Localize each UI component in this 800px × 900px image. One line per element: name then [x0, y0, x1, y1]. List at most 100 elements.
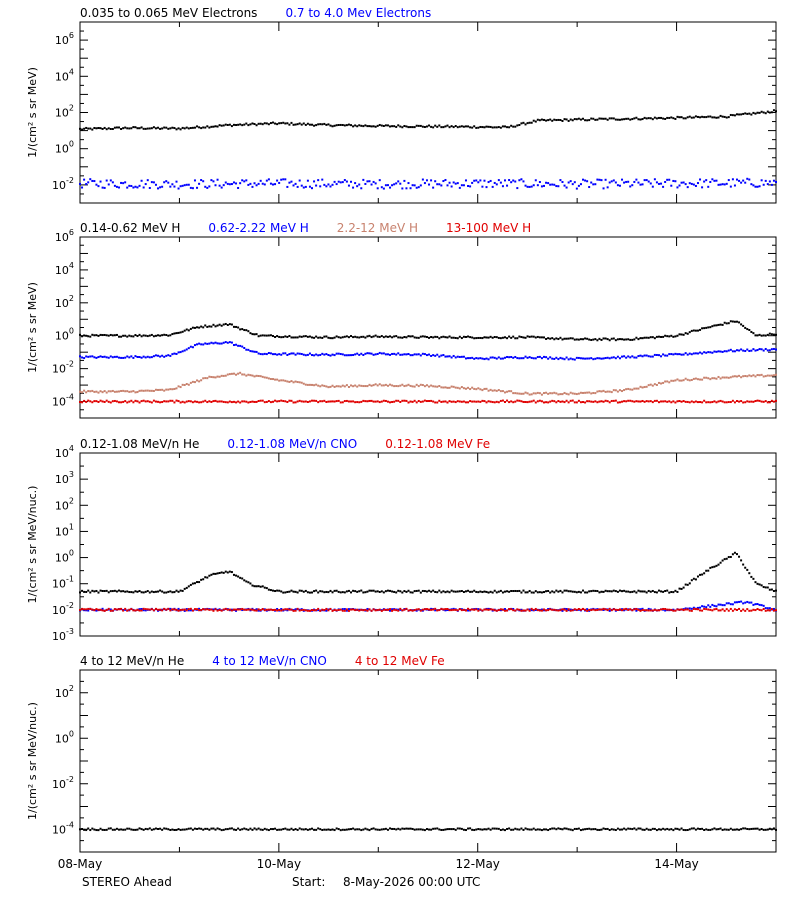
data-point: [610, 828, 613, 831]
data-point: [629, 388, 632, 391]
y-axis-label: 1/(cm² s sr MeV): [26, 282, 39, 373]
data-point: [522, 121, 525, 124]
data-point: [105, 179, 108, 182]
data-point: [660, 608, 663, 611]
data-point: [606, 400, 609, 403]
data-point: [425, 354, 428, 357]
data-point: [89, 607, 92, 610]
data-point: [118, 608, 121, 611]
data-point: [432, 354, 435, 357]
data-point: [508, 390, 511, 393]
data-point: [766, 609, 769, 612]
data-point: [536, 609, 539, 612]
data-point: [220, 324, 223, 327]
data-point: [267, 352, 270, 355]
data-point: [561, 338, 564, 341]
data-point: [179, 401, 182, 404]
data-point: [540, 118, 543, 121]
data-point: [368, 399, 371, 402]
data-point: [501, 399, 504, 402]
data-point: [770, 588, 773, 591]
data-point: [417, 399, 420, 402]
data-point: [249, 182, 252, 185]
data-point: [370, 827, 373, 830]
data-point: [657, 116, 660, 119]
data-point: [532, 591, 535, 594]
data-point: [754, 827, 757, 830]
data-point: [360, 352, 363, 355]
data-point: [512, 609, 515, 612]
data-point: [228, 570, 231, 573]
data-point: [501, 185, 504, 188]
data-point: [701, 401, 704, 404]
data-point: [113, 184, 116, 187]
data-point: [664, 609, 667, 612]
data-point: [271, 400, 274, 403]
data-point: [612, 589, 615, 592]
data-point: [99, 399, 102, 402]
data-point: [703, 572, 706, 575]
data-point: [637, 118, 640, 121]
data-point: [378, 383, 381, 386]
data-point: [479, 179, 482, 182]
data-point: [146, 335, 149, 338]
data-point: [770, 608, 773, 611]
data-point: [401, 126, 404, 129]
data-point: [107, 400, 110, 403]
data-point: [549, 183, 552, 186]
data-point: [436, 353, 439, 356]
data-point: [331, 828, 334, 831]
data-point: [321, 608, 324, 611]
data-point: [503, 608, 506, 611]
data-point: [85, 391, 88, 394]
data-point: [775, 399, 777, 402]
data-point: [372, 827, 375, 830]
data-point: [602, 608, 605, 611]
data-point: [592, 828, 595, 831]
data-point: [181, 400, 184, 403]
data-point: [399, 353, 402, 356]
data-point: [660, 355, 663, 358]
data-point: [481, 828, 484, 831]
data-point: [485, 590, 488, 593]
data-point: [454, 356, 457, 359]
data-point: [278, 608, 281, 611]
data-point: [450, 609, 453, 612]
data-point: [711, 603, 714, 606]
data-point: [608, 607, 611, 610]
data-point: [343, 400, 346, 403]
data-point: [230, 827, 233, 830]
data-point: [294, 828, 297, 831]
data-point: [423, 126, 426, 129]
data-point: [384, 335, 387, 338]
data-point: [118, 186, 121, 189]
data-point: [768, 349, 771, 352]
data-point: [434, 590, 437, 593]
data-point: [278, 828, 281, 831]
data-point: [452, 400, 455, 403]
data-point: [627, 338, 630, 341]
data-point: [707, 326, 710, 329]
data-point: [366, 180, 369, 183]
data-point: [255, 585, 258, 588]
data-point: [105, 356, 108, 359]
data-point: [651, 589, 654, 592]
data-point: [731, 375, 734, 378]
data-point: [503, 590, 506, 593]
data-point: [452, 385, 455, 388]
data-point: [235, 343, 238, 346]
data-point: [479, 125, 482, 128]
data-point: [676, 353, 679, 356]
data-point: [269, 122, 272, 125]
data-point: [397, 399, 400, 402]
data-point: [391, 400, 394, 403]
data-point: [319, 828, 322, 831]
data-point: [738, 179, 741, 182]
data-point: [423, 182, 426, 185]
data-point: [577, 399, 580, 402]
data-point: [657, 401, 660, 404]
data-point: [575, 118, 578, 121]
data-point: [202, 377, 205, 380]
data-point: [187, 609, 190, 612]
data-point: [163, 181, 166, 184]
